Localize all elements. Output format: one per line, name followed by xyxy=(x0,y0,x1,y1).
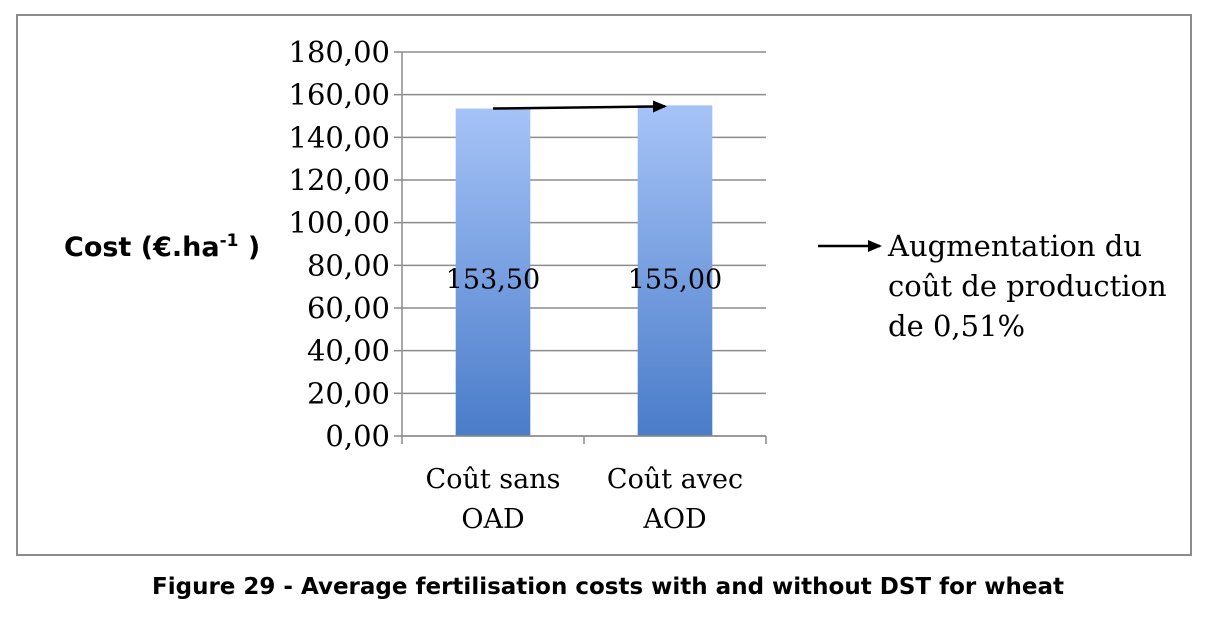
figure-caption: Figure 29 - Average fertilisation costs … xyxy=(152,574,1064,600)
category-label: Coût avec xyxy=(607,464,743,495)
annotation-line-2: coût de production xyxy=(888,269,1167,303)
annotation-line-1: Augmentation du xyxy=(887,229,1142,263)
y-tick-label: 80,00 xyxy=(307,248,390,282)
y-tick-label: 120,00 xyxy=(289,163,390,197)
y-tick-label: 20,00 xyxy=(307,376,390,410)
category-label: OAD xyxy=(461,504,524,535)
annotation-line-3: de 0,51% xyxy=(888,309,1025,343)
increase-arrow-icon xyxy=(492,100,667,113)
category-label: Coût sans xyxy=(426,464,561,495)
y-axis-label: Cost (€.ha-1 ) xyxy=(64,231,260,263)
y-tick-label: 0,00 xyxy=(325,419,390,453)
y-tick-label: 100,00 xyxy=(289,206,390,240)
y-tick-label: 180,00 xyxy=(289,35,390,69)
y-tick-label: 160,00 xyxy=(289,78,390,112)
bar xyxy=(637,105,713,436)
y-tick-label: 60,00 xyxy=(307,291,390,325)
data-label: 155,00 xyxy=(628,265,722,296)
bar xyxy=(455,108,531,437)
data-label: 153,50 xyxy=(446,265,540,296)
y-tick-label: 40,00 xyxy=(307,334,390,368)
y-tick-label: 140,00 xyxy=(289,120,390,154)
y-axis-label-superscript: -1 xyxy=(220,231,239,251)
chart-frame xyxy=(16,14,1192,556)
category-label: AOD xyxy=(642,504,706,535)
